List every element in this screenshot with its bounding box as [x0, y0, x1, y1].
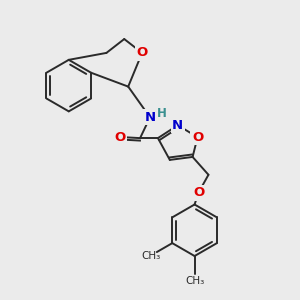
Text: O: O	[115, 130, 126, 144]
Text: O: O	[192, 130, 203, 144]
Text: O: O	[136, 46, 148, 59]
Text: CH₃: CH₃	[141, 250, 160, 260]
Text: CH₃: CH₃	[185, 276, 204, 286]
Text: O: O	[193, 186, 204, 199]
Text: N: N	[144, 111, 156, 124]
Text: N: N	[172, 119, 183, 132]
Text: H: H	[157, 107, 167, 120]
